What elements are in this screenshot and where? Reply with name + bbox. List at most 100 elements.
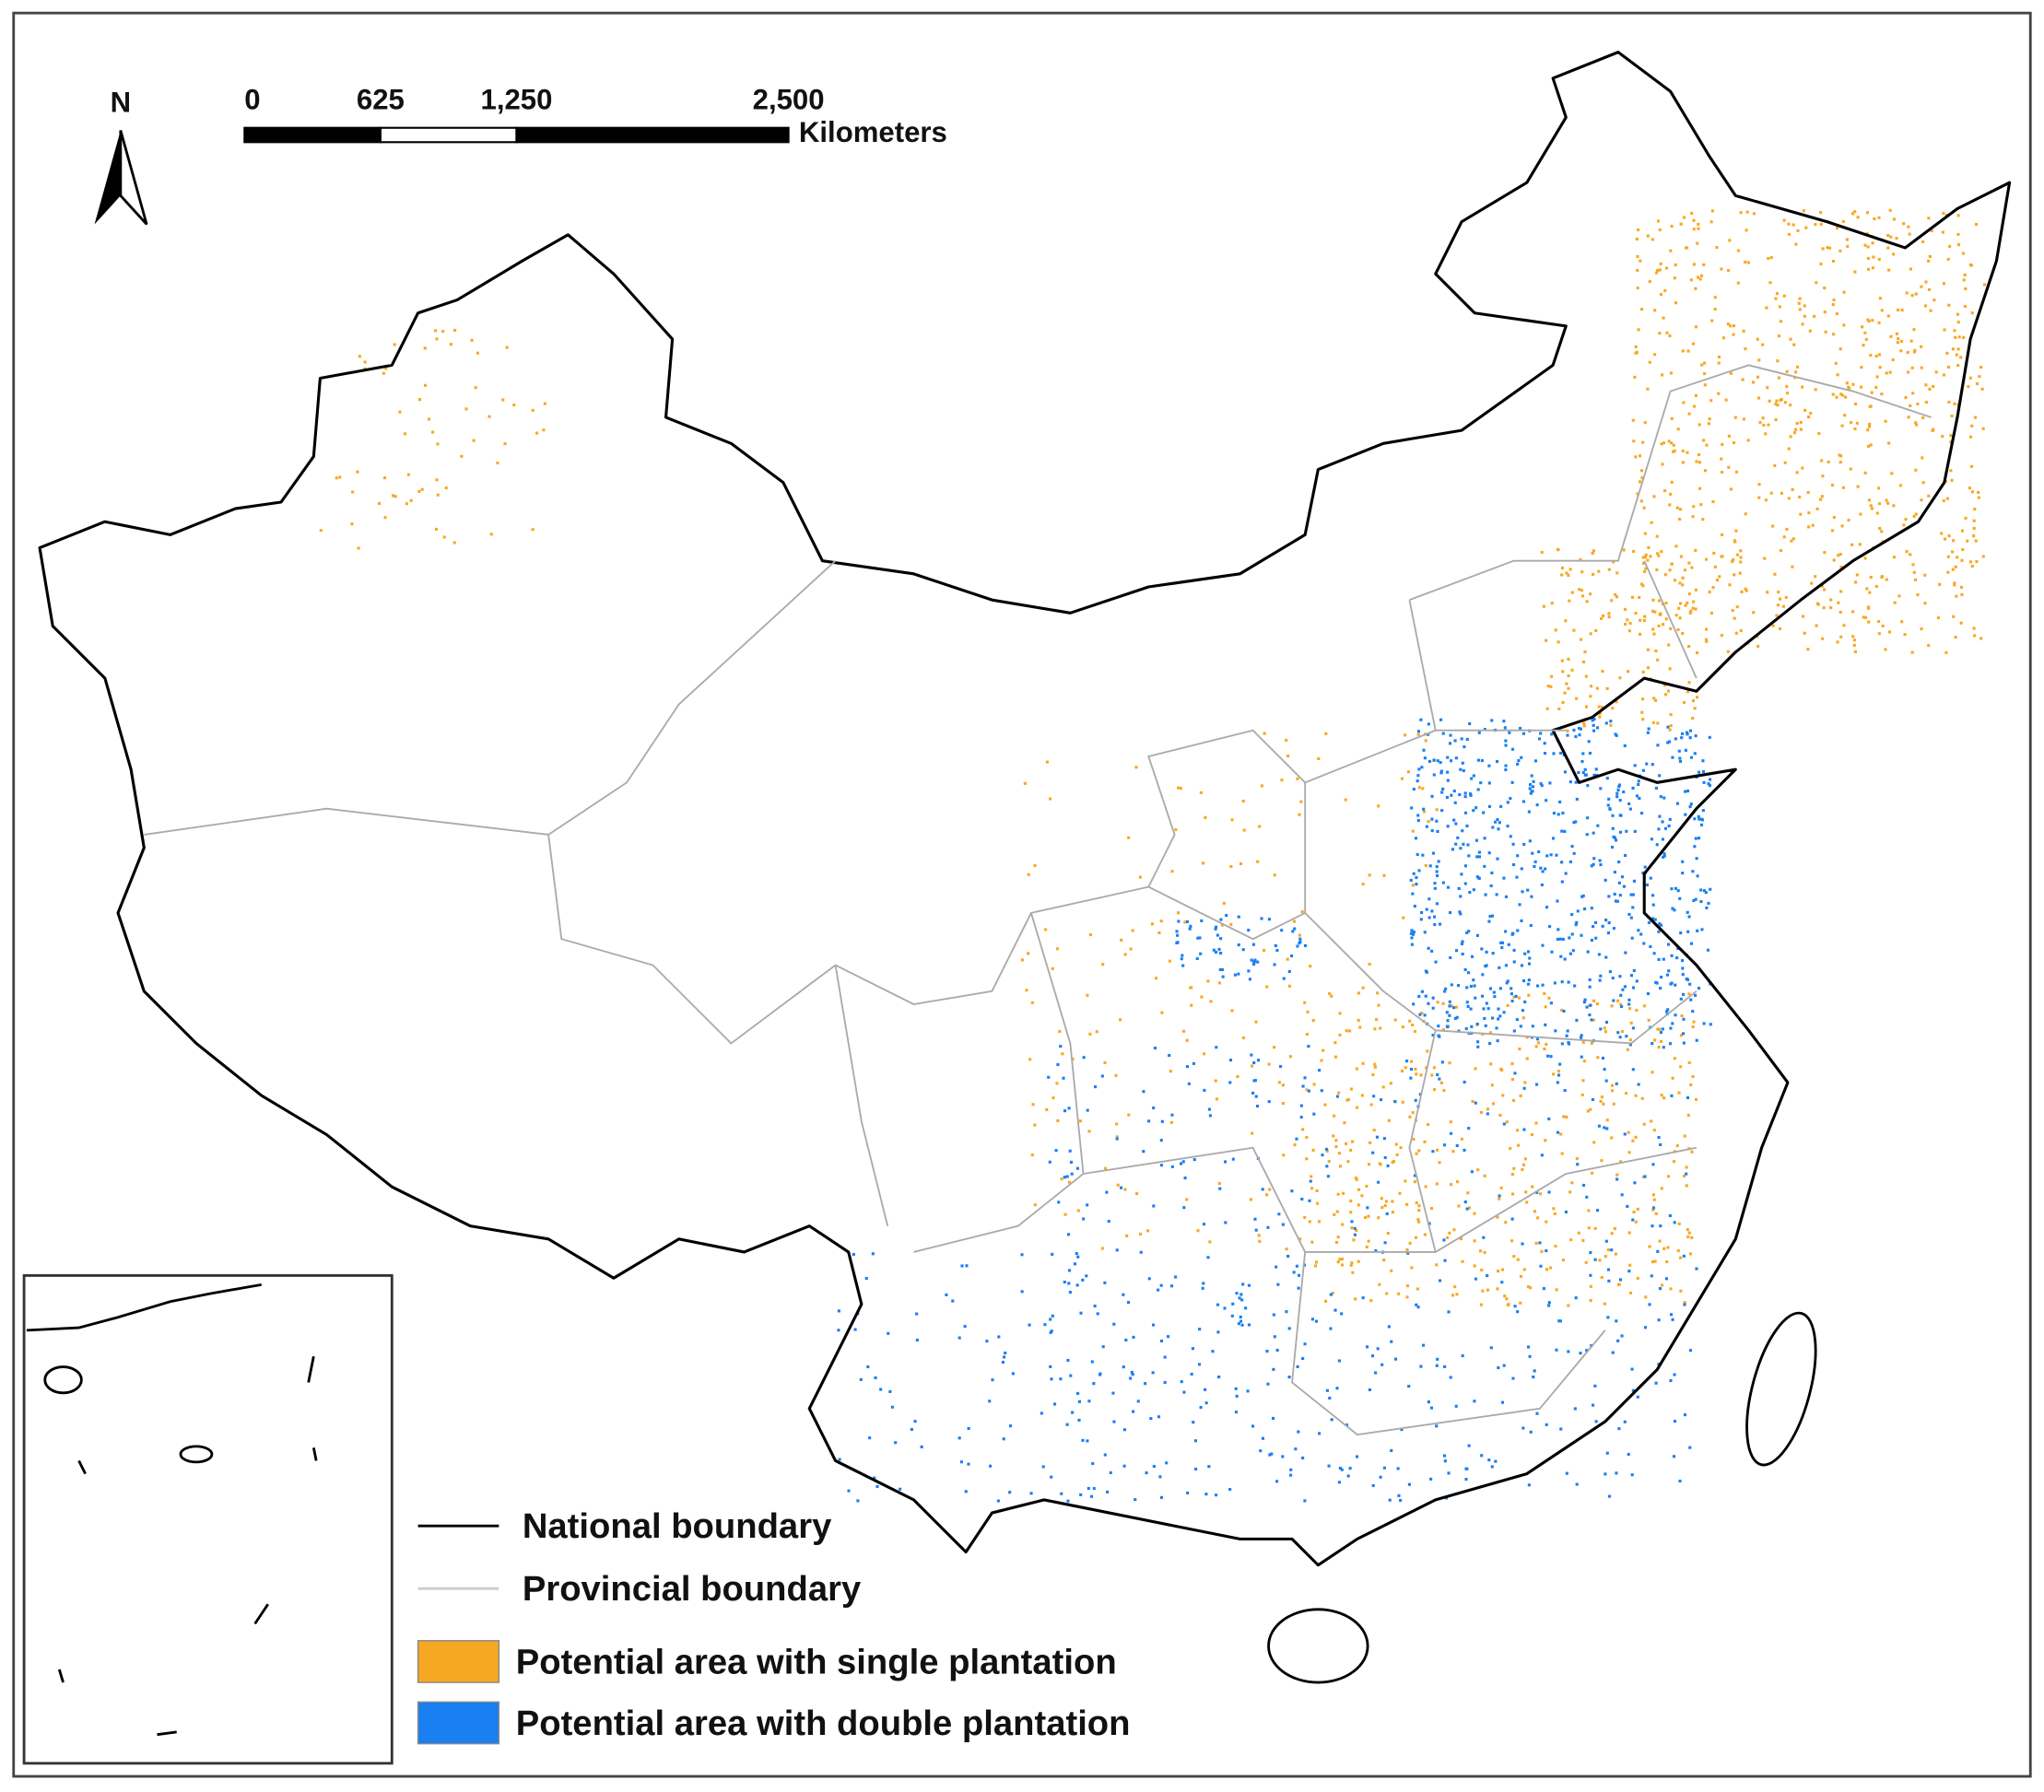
dot [1439, 771, 1443, 775]
dot [1781, 604, 1785, 608]
dot [1702, 439, 1706, 442]
dot [1477, 876, 1481, 880]
dot [1219, 918, 1223, 921]
dot [1662, 1046, 1665, 1049]
dot [1699, 503, 1703, 507]
dot [1701, 769, 1706, 774]
dot [1694, 393, 1697, 397]
dot [1453, 1016, 1457, 1020]
dot [1396, 1467, 1400, 1470]
dot [1462, 842, 1465, 846]
dot [1694, 548, 1697, 552]
dot [1715, 579, 1720, 582]
dot [1449, 1120, 1452, 1124]
dot [1504, 1221, 1508, 1224]
dot [1159, 1283, 1163, 1287]
dot [1461, 1259, 1464, 1263]
dot [1534, 1121, 1538, 1125]
dot [1839, 565, 1843, 568]
dot [1641, 718, 1645, 721]
dot [1582, 1060, 1586, 1063]
dot [1091, 1462, 1095, 1466]
dot [1673, 449, 1676, 453]
dot [1649, 876, 1652, 880]
dot [1731, 559, 1734, 564]
dot [1699, 900, 1703, 904]
dot [1228, 1059, 1233, 1062]
dot [1519, 1301, 1522, 1305]
dot [1380, 1205, 1384, 1210]
dot [1197, 1363, 1202, 1366]
dot [1457, 1204, 1461, 1208]
dot [1681, 860, 1685, 863]
dot [1607, 568, 1611, 571]
dot [1483, 1174, 1486, 1177]
dot [1598, 1259, 1602, 1262]
dot [1563, 1089, 1567, 1093]
dot [1982, 283, 1987, 287]
dot [1519, 1094, 1522, 1097]
dot [1574, 734, 1578, 739]
dot [1690, 1236, 1694, 1239]
dot [1676, 889, 1680, 893]
dot [1528, 1354, 1532, 1358]
dot [1871, 241, 1874, 245]
dot [1567, 1304, 1570, 1307]
dot [1220, 967, 1224, 972]
dot [1528, 956, 1532, 960]
dot [1585, 1195, 1589, 1199]
dot [957, 1336, 961, 1340]
dot [1049, 1330, 1052, 1334]
dot [1158, 1475, 1162, 1479]
dot [1592, 862, 1595, 866]
dot [1696, 874, 1699, 878]
dot [1647, 545, 1650, 549]
dot [1466, 1004, 1470, 1008]
dot [1654, 1381, 1658, 1385]
dot [358, 355, 361, 358]
dot [1217, 1181, 1221, 1186]
dot [1823, 551, 1827, 555]
dot [1688, 729, 1693, 732]
dot [1056, 1062, 1060, 1067]
dot [1002, 1437, 1005, 1441]
dot [1486, 1274, 1489, 1278]
dot [1657, 827, 1661, 831]
dot [1442, 1143, 1447, 1147]
dot [1233, 973, 1238, 977]
dot [1565, 1115, 1568, 1119]
dot [1361, 1061, 1365, 1065]
dot [1426, 1049, 1429, 1053]
dot [1920, 627, 1923, 631]
dot [1567, 686, 1570, 690]
dot [1845, 381, 1849, 385]
dot [1630, 1367, 1634, 1371]
dot [1474, 838, 1479, 842]
dot [1806, 490, 1810, 495]
dot [1868, 591, 1872, 594]
dot [1066, 1233, 1071, 1236]
dot [1119, 1018, 1122, 1022]
dot [1298, 937, 1302, 941]
dot [1592, 773, 1596, 777]
dot [1463, 791, 1467, 795]
dot [1405, 1295, 1409, 1299]
dot [1480, 1454, 1484, 1458]
dot [1628, 1291, 1633, 1294]
dot [1829, 605, 1833, 610]
dot [1663, 288, 1667, 292]
dot [1177, 911, 1181, 915]
dot [1913, 348, 1917, 352]
dot [406, 473, 410, 476]
dot [1420, 990, 1424, 993]
dot [1616, 1031, 1620, 1035]
dot [1421, 787, 1425, 791]
dot [1619, 993, 1623, 997]
dot [1637, 328, 1640, 332]
dot [1566, 729, 1569, 732]
dot [1261, 1436, 1265, 1440]
dot [1657, 1046, 1661, 1049]
dot [1546, 1054, 1550, 1058]
dot [1546, 685, 1550, 688]
dot [1186, 1491, 1190, 1494]
